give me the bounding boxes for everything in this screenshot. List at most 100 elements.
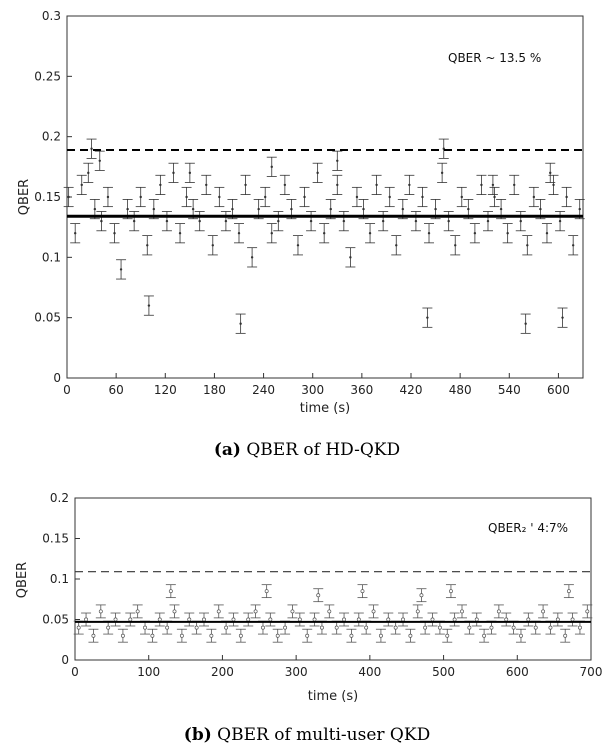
x-tick-label: 480 (449, 383, 472, 397)
data-point (482, 211, 493, 232)
data-point (417, 186, 428, 208)
data-point (83, 162, 94, 183)
data-point (135, 186, 146, 208)
y-tick-label: 0 (61, 653, 69, 667)
data-point (357, 584, 368, 599)
data-point (416, 588, 427, 603)
data-point (213, 604, 224, 619)
y-tick-label: 0.25 (34, 69, 61, 83)
x-axis-label-a: time (s) (300, 401, 350, 416)
data-point (560, 628, 571, 643)
x-tick-label: 400 (358, 665, 381, 679)
data-point (515, 211, 526, 232)
data-point (234, 223, 244, 244)
x-tick-label: 240 (252, 383, 275, 397)
data-point (487, 174, 498, 195)
data-point (175, 223, 186, 244)
series-a-points (63, 138, 585, 334)
data-point (235, 628, 246, 643)
x-tick-label: 600 (506, 665, 529, 679)
data-point (422, 307, 433, 328)
data-point (489, 186, 500, 208)
data-point (266, 156, 277, 177)
data-point (443, 211, 454, 232)
data-point (272, 628, 283, 643)
x-tick-label: 0 (71, 665, 79, 679)
x-tick-label: 0 (63, 383, 71, 397)
y-axis-label-b: QBER (15, 562, 30, 598)
data-point (378, 211, 389, 232)
data-point (339, 612, 350, 627)
data-point (299, 186, 310, 208)
caption-a-text: QBER of HD-QKD (241, 440, 400, 460)
x-tick-label: 600 (547, 383, 570, 397)
data-point (116, 259, 127, 280)
data-point (86, 138, 97, 159)
data-point (561, 186, 572, 208)
data-point (147, 628, 158, 643)
x-tick-label: 420 (400, 383, 423, 397)
x-tick-label: 360 (350, 383, 373, 397)
data-point (338, 211, 349, 232)
y-tick-label: 0.2 (42, 130, 61, 144)
y-tick-label: 0.1 (50, 572, 69, 586)
caption-a-label: (a) (214, 440, 241, 460)
data-point (181, 186, 192, 208)
data-point (552, 612, 563, 627)
data-point (165, 584, 176, 599)
data-point (235, 313, 246, 334)
data-point (292, 235, 303, 256)
data-point (168, 162, 179, 183)
data-point (520, 313, 531, 334)
x-tick-label: 500 (432, 665, 455, 679)
data-point (324, 604, 335, 619)
data-point (450, 235, 461, 256)
data-point (109, 223, 120, 244)
data-point (117, 628, 128, 643)
data-point (457, 604, 467, 619)
data-point (476, 174, 487, 195)
data-point (240, 174, 251, 195)
data-point (515, 628, 526, 643)
data-point (501, 612, 512, 627)
data-point (129, 211, 140, 232)
data-point (538, 604, 549, 619)
data-point (375, 628, 386, 643)
data-point (479, 628, 490, 643)
y-tick-label: 0.15 (42, 532, 69, 546)
annotation-a: QBER ~ 13.5 % (448, 51, 541, 65)
data-point (555, 211, 566, 232)
data-point (351, 186, 362, 208)
y-tick-label: 0.3 (42, 9, 61, 23)
data-point (404, 174, 415, 195)
series-b-points (73, 584, 593, 643)
data-point (523, 612, 534, 627)
x-tick-label: 200 (211, 665, 234, 679)
caption-a: (a) QBER of HD-QKD (214, 440, 400, 460)
data-point (398, 612, 409, 627)
data-point (557, 307, 568, 328)
data-point (273, 211, 284, 232)
data-point (169, 604, 180, 619)
data-point (427, 612, 438, 627)
data-point (509, 174, 520, 195)
data-point (522, 235, 533, 256)
data-point (201, 174, 212, 195)
data-point (568, 235, 579, 256)
caption-b-label: (b) (184, 725, 212, 745)
data-point (405, 628, 416, 643)
data-point (188, 199, 199, 220)
data-point (76, 174, 87, 195)
chart-a: 0 60 120 180 240 300 360 420 480 540 600 0 0.05 0.1 0… (17, 9, 585, 460)
data-point (383, 612, 394, 627)
data-point (365, 223, 376, 244)
data-point (162, 620, 173, 635)
data-point (142, 235, 153, 256)
data-point (125, 612, 136, 627)
y-tick-label: 0.05 (42, 613, 69, 627)
data-point (161, 211, 172, 232)
data-point (132, 604, 143, 619)
y-tick-label: 0.05 (34, 311, 61, 325)
data-point (563, 584, 574, 599)
